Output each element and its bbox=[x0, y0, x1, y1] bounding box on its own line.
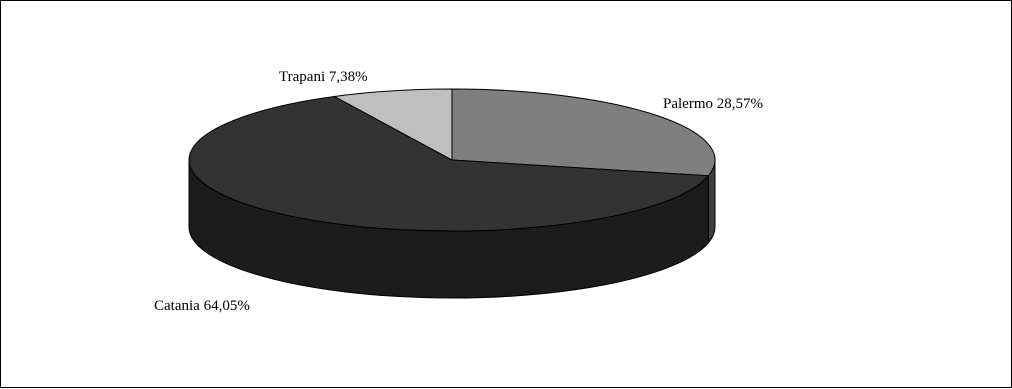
slice-label-palermo: Palermo 28,57% bbox=[663, 96, 763, 112]
pie-slice-catania bbox=[188, 95, 710, 232]
slice-label-catania: Catania 64,05% bbox=[154, 298, 250, 314]
slice-label-trapani: Trapani 7,38% bbox=[279, 69, 368, 85]
pie-slice-trapani bbox=[332, 88, 453, 161]
pie-slice-palermo bbox=[451, 88, 716, 177]
